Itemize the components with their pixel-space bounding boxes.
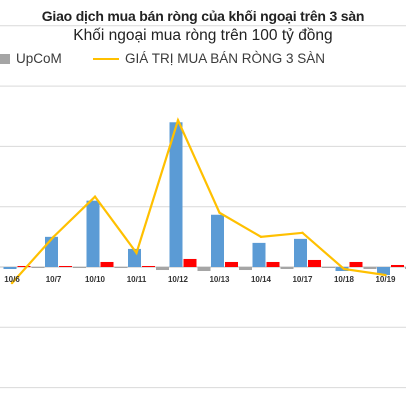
bar-hnx-10-14 xyxy=(266,261,280,267)
point-total-10-13 xyxy=(218,211,221,214)
bar-hose-10-17 xyxy=(294,238,307,267)
bar-hose-10-11 xyxy=(128,248,141,267)
line-layer xyxy=(10,117,387,285)
bar-hose-10-18 xyxy=(335,267,349,272)
chart-legend: UpCoM GIÁ TRỊ MUA BÁN RÒNG 3 SÀN xyxy=(0,51,406,71)
grid-layer xyxy=(0,25,406,389)
x-tick-label: 10/14 xyxy=(251,275,272,284)
bar-upcom-10-7 xyxy=(73,267,86,269)
legend-swatch-total xyxy=(93,57,119,60)
bar-hnx-10-10 xyxy=(100,261,114,267)
bar-hnx-10-6 xyxy=(17,265,31,267)
point-total-10-7 xyxy=(52,235,55,239)
legend-label-total: GIÁ TRỊ MUA BÁN RÒNG 3 SÀN xyxy=(125,51,326,66)
x-tick-label: 10/18 xyxy=(334,275,355,284)
legend-swatch-upcom xyxy=(0,53,10,64)
chart-subtitle: Khối ngoại mua ròng trên 100 tỷ đồng xyxy=(73,27,333,44)
x-tick-label: 10/7 xyxy=(46,275,62,284)
bar-hnx-10-17 xyxy=(308,259,321,267)
bar-upcom-10-12 xyxy=(197,267,211,272)
bar-hose-10-14 xyxy=(252,242,266,267)
legend-item-total: GIÁ TRỊ MUA BÁN RÒNG 3 SÀN xyxy=(93,51,325,66)
x-tick-label: 10/10 xyxy=(85,275,106,284)
point-total-10-10 xyxy=(93,195,97,198)
bar-upcom-10-11 xyxy=(156,267,169,271)
series-line-total xyxy=(11,117,386,284)
point-total-10-12 xyxy=(176,119,180,122)
bar-hnx-10-19 xyxy=(391,264,404,267)
bar-hose-10-10 xyxy=(86,200,100,267)
bar-hnx-10-18 xyxy=(349,261,363,267)
bar-upcom-10-10 xyxy=(114,267,128,269)
bar-hose-10-6 xyxy=(3,267,17,270)
x-tick-label: 10/13 xyxy=(209,275,230,284)
bar-upcom-10-17 xyxy=(322,267,335,269)
point-total-10-19 xyxy=(384,273,387,277)
bar-hose-10-7 xyxy=(45,236,58,267)
point-total-10-18 xyxy=(342,267,346,271)
x-tick-label: 10/17 xyxy=(292,275,313,284)
bar-upcom-10-13 xyxy=(239,267,252,271)
bar-hnx-10-11 xyxy=(142,265,155,267)
x-tick-label: 10/19 xyxy=(375,275,396,284)
bar-upcom-10-18 xyxy=(363,267,377,270)
bar-hnx-10-12 xyxy=(183,258,197,267)
bar-hose-10-13 xyxy=(211,214,224,267)
bar-hnx-10-13 xyxy=(225,261,238,267)
bar-hnx-10-7 xyxy=(59,265,72,267)
legend-item-upcom: UpCoM xyxy=(0,51,62,66)
point-total-10-17 xyxy=(301,231,304,235)
bar-hose-10-19 xyxy=(377,267,390,276)
x-tick-label: 10/12 xyxy=(168,275,189,284)
x-tick-label: 10/6 xyxy=(4,275,20,284)
legend-label-upcom: UpCoM xyxy=(16,51,62,66)
tick-layer: 10/6 10/7 10/10 10/11 10/12 10/13 10/14 10/17 10… xyxy=(4,275,396,284)
x-tick-label: 10/11 xyxy=(127,275,147,284)
bar-layer xyxy=(3,122,406,276)
bar-upcom-10-14 xyxy=(280,267,294,270)
point-total-10-11 xyxy=(135,251,138,255)
bar-upcom-10-6 xyxy=(31,267,45,269)
point-total-10-14 xyxy=(259,235,263,239)
bar-hose-10-12 xyxy=(169,122,183,267)
chart-title: Giao dịch mua bán ròng của khối ngoại tr… xyxy=(41,8,365,24)
point-total-10-6 xyxy=(10,281,14,285)
